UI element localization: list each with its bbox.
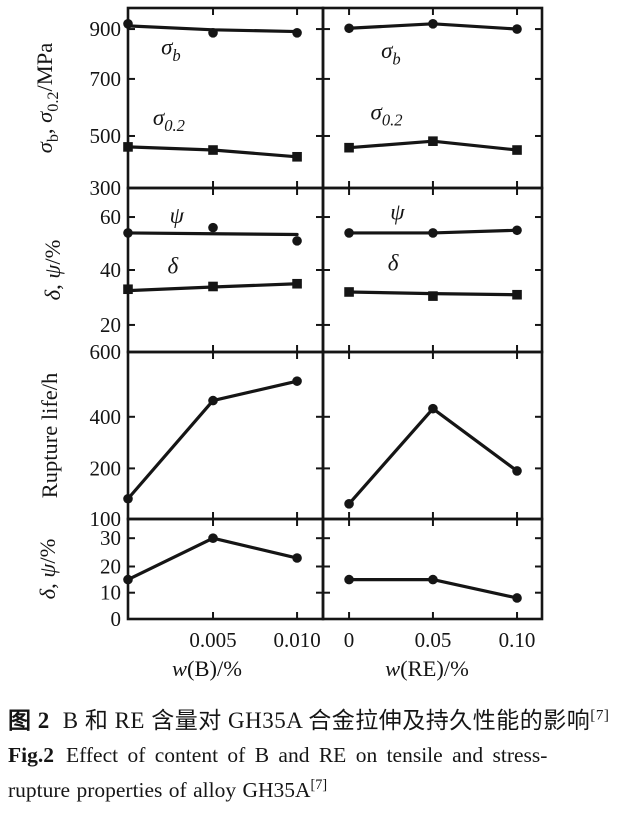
y-tick-label: 40 [100, 258, 121, 282]
data-point-square-delta-B [123, 284, 133, 295]
data-point-square-delta-B [292, 278, 302, 289]
data-point-circle-rupture-elongation-RE [344, 574, 354, 585]
caption-en-ref: [7] [310, 777, 328, 793]
y-tick-label: 100 [90, 507, 122, 531]
y-tick-label: 200 [90, 456, 122, 480]
series-label-sigma-b-RE: σb [381, 38, 401, 68]
y-tick-label: 0 [111, 607, 122, 631]
series-line-rupture-elongation-B [126, 536, 299, 582]
caption-chinese: 图 2 B 和 RE 含量对 GH35A 合金拉伸及持久性能的影响[7] [8, 701, 624, 735]
y-tick-label: 400 [90, 405, 122, 429]
data-point-circle-rupture-life-B [208, 395, 218, 406]
data-point-square-sigma-0-2-RE [344, 142, 354, 153]
data-point-square-delta-RE [344, 287, 354, 297]
data-point-square-sigma-0-2-B [123, 142, 133, 152]
caption-cn-text: B 和 RE 含量对 GH35A 合金拉伸及持久性能的影响 [62, 708, 591, 733]
x-tick-label: 0.10 [499, 628, 536, 652]
data-point-square-delta-RE [512, 289, 522, 300]
caption-en-text1: Effect of content of B and RE on tensile… [65, 743, 548, 767]
data-point-circle-sigma-b-RE [512, 24, 522, 34]
caption-cn-ref: [7] [590, 706, 610, 724]
data-point-circle-sigma-b-RE [428, 18, 438, 29]
data-point-circle-rupture-elongation-B [292, 553, 302, 563]
data-point-circle-sigma-b-B [208, 27, 218, 38]
y-tick-label: 700 [90, 67, 122, 91]
data-point-square-sigma-0-2-RE [428, 136, 438, 146]
x-tick-label: 0.05 [415, 628, 452, 652]
data-point-circle-rupture-life-B [292, 376, 302, 386]
series-label-sigma-0-2-RE: σ0.2 [370, 99, 402, 129]
panel-rupture-ductility-B [126, 517, 325, 621]
panel-tensile-ductility-RE [321, 186, 544, 354]
y-tick-label: 20 [100, 555, 121, 579]
panel-tensile-ductility-B [126, 186, 325, 354]
data-point-circle-rupture-elongation-B [123, 574, 133, 585]
data-point-circle-rupture-elongation-RE [428, 574, 438, 585]
data-point-circle-rupture-elongation-B [208, 533, 218, 543]
series-label-sigma-0-2-B: σ0.2 [153, 105, 185, 135]
panel-tensile-strength-RE [321, 6, 544, 190]
data-point-circle-psi-B [208, 222, 218, 233]
series-label-psi-RE: ψ [390, 200, 405, 225]
x-tick-label: 0 [344, 628, 355, 652]
x-axis-title-B: w(B)/% [172, 656, 242, 681]
data-point-circle-sigma-b-B [292, 27, 302, 38]
series-label-psi-B: ψ [170, 203, 185, 228]
y-tick-label: 600 [90, 340, 122, 364]
y-tick-label: 20 [100, 313, 121, 337]
series-line-rupture-life-RE [347, 407, 519, 506]
y-axis-title-tensile-strength: σb, σ0.2/MPa [32, 43, 62, 154]
y-axis-title-rupture-life: Rupture life/h [37, 373, 62, 499]
y-tick-label: 500 [90, 124, 122, 148]
data-point-circle-psi-B [292, 236, 302, 246]
data-point-square-sigma-0-2-B [292, 151, 302, 162]
y-tick-label: 900 [90, 17, 122, 41]
data-point-circle-sigma-b-RE [344, 23, 354, 34]
data-point-square-sigma-0-2-B [208, 145, 218, 155]
data-point-square-sigma-0-2-RE [512, 145, 522, 155]
y-tick-label: 30 [100, 526, 121, 550]
x-axis-title-RE: w(RE)/% [385, 656, 469, 681]
data-point-circle-psi-RE [428, 228, 438, 238]
panel-rupture-ductility-RE [321, 517, 544, 621]
data-point-circle-rupture-elongation-RE [512, 593, 522, 603]
data-point-circle-rupture-life-RE [512, 466, 522, 476]
data-point-square-delta-B [208, 281, 218, 292]
data-point-circle-psi-B [123, 228, 133, 238]
series-label-delta-RE: δ [388, 250, 399, 275]
y-tick-label: 10 [100, 581, 121, 605]
series-line-psi-B [126, 231, 299, 237]
series-label-sigma-b-B: σb [161, 35, 181, 65]
data-point-circle-psi-RE [344, 228, 354, 238]
y-tick-label: 300 [90, 176, 122, 200]
data-point-circle-rupture-life-RE [428, 403, 438, 414]
caption-en-text2: rupture properties of alloy GH35A [8, 778, 311, 803]
panel-rupture-life-B [126, 350, 325, 521]
caption-english-line2: rupture properties of alloy GH35A[7] [8, 777, 624, 803]
series-label-delta-B: δ [167, 254, 178, 279]
caption-english-line1: Fig.2 Effect of content of B and RE on te… [8, 743, 624, 768]
caption-cn-label: 图 2 [8, 708, 50, 733]
x-tick-label: 0.010 [273, 628, 320, 652]
data-point-circle-rupture-life-RE [344, 499, 354, 509]
y-axis-title-tensile-ductility: δ, ψ/% [40, 240, 65, 301]
y-axis-title-rupture-ductility: δ, ψ/% [35, 539, 60, 600]
caption-en-label: Fig.2 [8, 743, 54, 767]
y-tick-label: 60 [100, 205, 121, 229]
data-point-circle-psi-RE [512, 225, 522, 236]
x-tick-label: 0.005 [189, 628, 236, 652]
data-point-circle-sigma-b-B [123, 18, 133, 29]
data-point-square-delta-RE [428, 291, 438, 301]
data-point-circle-rupture-life-B [123, 493, 133, 504]
